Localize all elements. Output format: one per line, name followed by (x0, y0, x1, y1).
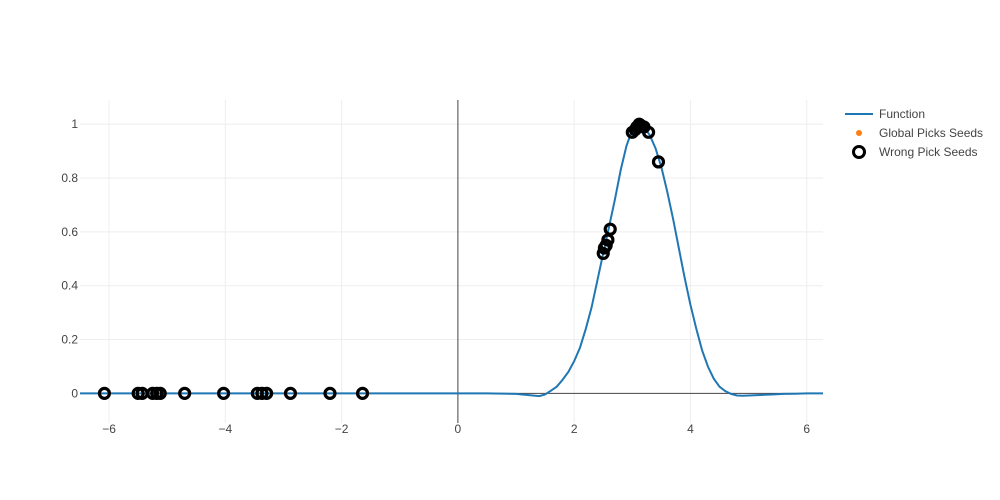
legend-item-function[interactable]: Function (845, 107, 925, 121)
marker-wrong-pick-seeds (323, 386, 337, 400)
marker-wrong-pick-seeds (178, 386, 192, 400)
x-tick-label: 2 (571, 422, 578, 436)
series-line-function (80, 123, 823, 398)
x-tick-label: 0 (455, 422, 462, 436)
y-tick-label: 0.6 (61, 225, 78, 239)
marker-wrong-pick-seeds (651, 155, 666, 169)
marker-wrong-pick-seeds (153, 386, 167, 400)
y-tick-label: 0.8 (61, 171, 78, 185)
y-tick-label: 0.2 (61, 333, 78, 347)
legend-item-global-picks-seeds[interactable]: Global Picks Seeds (856, 126, 983, 140)
marker-wrong-pick-seeds (283, 386, 298, 400)
legend-label-function: Function (879, 107, 925, 121)
legend-item-wrong-pick-seeds[interactable]: Wrong Pick Seeds (852, 145, 978, 159)
x-tick-label: 4 (687, 422, 694, 436)
marker-wrong-pick-seeds (217, 386, 231, 400)
legend[interactable]: Function Global Picks Seeds Wrong Pick S… (845, 107, 983, 159)
x-tick-labels: −6 −4 −2 0 2 4 6 (102, 422, 810, 436)
legend-label-global-picks-seeds: Global Picks Seeds (879, 126, 983, 140)
x-tick-label: −2 (335, 422, 349, 436)
marker-wrong-pick-seeds (641, 125, 656, 139)
legend-dot-icon (856, 130, 862, 136)
marker-wrong-pick-seeds (255, 386, 269, 400)
y-tick-label: 0 (71, 386, 78, 400)
legend-ring-icon (852, 145, 866, 159)
x-tick-label: −6 (102, 422, 116, 436)
y-tick-label: 0.4 (61, 279, 78, 293)
x-tick-label: −4 (219, 422, 233, 436)
marker-wrong-pick-seeds (260, 386, 274, 400)
y-tick-label: 1 (71, 117, 78, 131)
grid-layer (80, 100, 823, 423)
y-tick-labels: 0 0.2 0.4 0.6 0.8 1 (61, 117, 78, 400)
legend-label-wrong-pick-seeds: Wrong Pick Seeds (879, 145, 978, 159)
x-tick-label: 6 (803, 422, 810, 436)
marker-wrong-pick-seeds (603, 222, 617, 236)
marker-wrong-pick-seeds (355, 386, 370, 400)
marker-wrong-pick-seeds (97, 386, 112, 400)
series-layer (80, 117, 823, 400)
